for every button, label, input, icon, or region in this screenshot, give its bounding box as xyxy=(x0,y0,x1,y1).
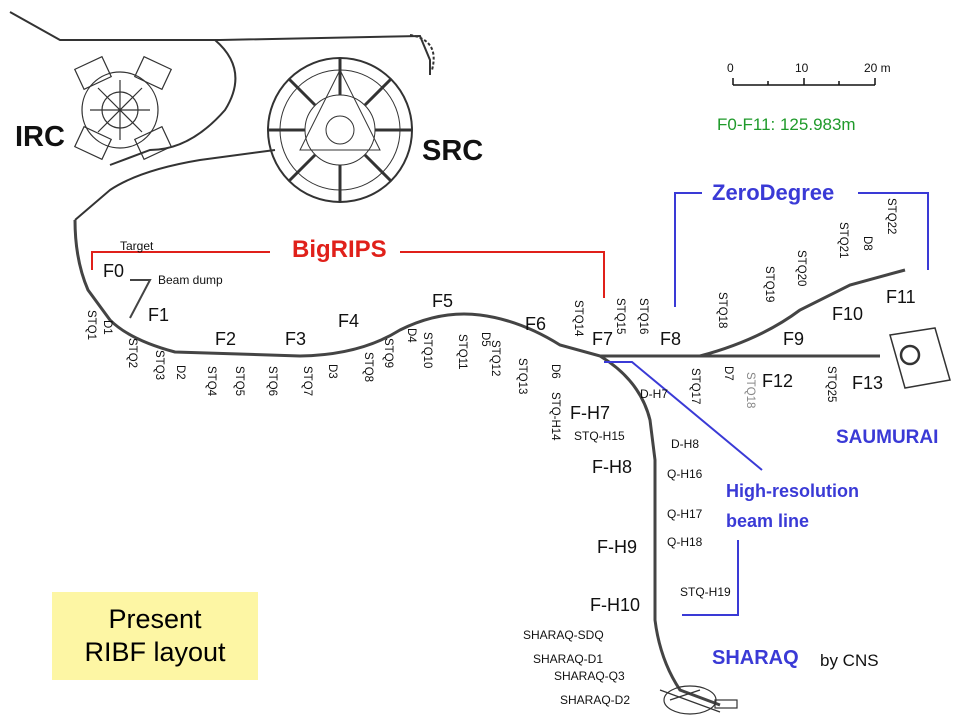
magnet-label: SHARAQ-D1 xyxy=(533,652,604,666)
magnet-label: D-H7 xyxy=(640,387,669,401)
magnet-label: STQ17 xyxy=(689,368,701,405)
focal-plane-label: F6 xyxy=(525,314,547,334)
magnet-label: D3 xyxy=(326,364,338,379)
magnet-label: D1 xyxy=(101,320,113,335)
injector-line-mid xyxy=(109,39,237,166)
magnet-label: STQ12 xyxy=(489,340,501,377)
bigrips-beamline xyxy=(73,219,906,707)
magnet-label: STQ22 xyxy=(885,198,897,235)
focal-plane-label: F3 xyxy=(285,329,307,349)
beam-dump-label: Beam dump xyxy=(158,273,223,287)
src-extraction-line xyxy=(74,149,276,221)
focal-plane-label: F-H9 xyxy=(597,537,637,557)
magnet-label: D6 xyxy=(549,364,561,379)
focal-plane-label: F10 xyxy=(832,304,864,324)
title-line1: Present xyxy=(108,604,202,634)
magnet-label: STQ8 xyxy=(362,352,374,383)
magnet-label: STQ21 xyxy=(837,222,849,259)
magnet-label: STQ1 xyxy=(85,310,97,341)
bigrips-bracket xyxy=(91,251,605,298)
focal-plane-label: F12 xyxy=(762,371,794,391)
focal-plane-label: F-H7 xyxy=(570,403,610,423)
magnet-label: D-H8 xyxy=(671,437,700,451)
f13-detector xyxy=(889,327,951,389)
magnet-label: STQ11 xyxy=(456,334,468,370)
sharaq-by-label: by CNS xyxy=(820,651,879,670)
magnet-label: STQ19 xyxy=(763,266,775,303)
magnet-label: D2 xyxy=(174,365,186,380)
magnet-label: SHARAQ-D2 xyxy=(560,693,631,707)
magnet-label: STQ13 xyxy=(516,358,528,395)
magnet-label: D7 xyxy=(722,366,734,381)
focal-plane-label: F0 xyxy=(103,261,125,281)
magnet-label: Q-H16 xyxy=(667,467,703,481)
injector-line-top xyxy=(9,11,431,75)
target-label: Target xyxy=(120,239,154,253)
scale-bar xyxy=(732,78,876,86)
irc-label: IRC xyxy=(15,121,65,153)
magnet-label: Q-H18 xyxy=(667,535,703,549)
magnet-label: D4 xyxy=(405,328,417,343)
title-line2: RIBF layout xyxy=(84,637,226,667)
magnet-label: STQ6 xyxy=(266,366,278,397)
magnet-label: STQ3 xyxy=(153,350,165,381)
beamline-length: F0-F11: 125.983m xyxy=(717,115,856,134)
sharaq-label: SHARAQ xyxy=(712,647,799,669)
zerodegree-bracket xyxy=(674,192,929,307)
highres-label-line1: High-resolution xyxy=(726,481,859,501)
saumurai-label: SAUMURAI xyxy=(836,427,939,448)
focal-plane-label: F-H8 xyxy=(592,457,632,477)
magnet-label: STQ5 xyxy=(233,366,245,397)
layout-title-box: Present RIBF layout xyxy=(52,592,258,680)
focal-plane-label: F2 xyxy=(215,329,237,349)
magnet-label: STQ9 xyxy=(382,338,394,369)
sharaq-spectrometer xyxy=(659,685,738,715)
focal-plane-label: F9 xyxy=(783,329,805,349)
magnet-label: SHARAQ-SDQ xyxy=(523,628,604,642)
magnet-label: SHARAQ-Q3 xyxy=(554,669,625,683)
magnet-label: D8 xyxy=(861,236,873,251)
magnet-label: STQ-H15 xyxy=(574,429,625,443)
focal-plane-label: F4 xyxy=(338,311,360,331)
src-ring xyxy=(267,57,413,203)
irc-ring xyxy=(73,55,173,161)
scale-tick-10: 10 xyxy=(795,61,809,75)
magnet-label: STQ18 xyxy=(744,372,756,409)
focal-plane-label: F8 xyxy=(660,329,682,349)
magnet-label: STQ10 xyxy=(421,332,433,369)
focal-plane-label: F7 xyxy=(592,329,614,349)
focal-plane-label: F13 xyxy=(852,373,884,393)
focal-plane-label: F5 xyxy=(432,291,454,311)
magnet-label: STQ-H19 xyxy=(680,585,731,599)
highres-label-line2: beam line xyxy=(726,511,810,531)
magnet-label: STQ18 xyxy=(716,292,728,329)
focal-plane-label: F-H10 xyxy=(590,595,641,615)
magnet-label: STQ25 xyxy=(825,366,837,403)
focal-plane-label: F1 xyxy=(148,305,170,325)
magnet-label: STQ7 xyxy=(301,366,313,397)
magnet-label: STQ4 xyxy=(205,366,217,397)
magnet-label: STQ2 xyxy=(126,338,138,369)
magnet-label: STQ-H14 xyxy=(549,392,561,441)
zerodegree-label: ZeroDegree xyxy=(712,180,835,205)
focal-plane-label: F11 xyxy=(886,287,916,307)
highres-bracket xyxy=(604,361,763,616)
scale-tick-0: 0 xyxy=(727,61,734,75)
src-label: SRC xyxy=(422,135,484,167)
magnet-label: STQ16 xyxy=(637,298,649,335)
scale-tick-20: 20 m xyxy=(864,61,891,75)
magnet-label: STQ20 xyxy=(795,250,807,287)
magnet-label: Q-H17 xyxy=(667,507,703,521)
magnet-label: STQ14 xyxy=(572,300,584,337)
bigrips-label: BigRIPS xyxy=(292,236,387,263)
magnet-label: STQ15 xyxy=(614,298,626,335)
